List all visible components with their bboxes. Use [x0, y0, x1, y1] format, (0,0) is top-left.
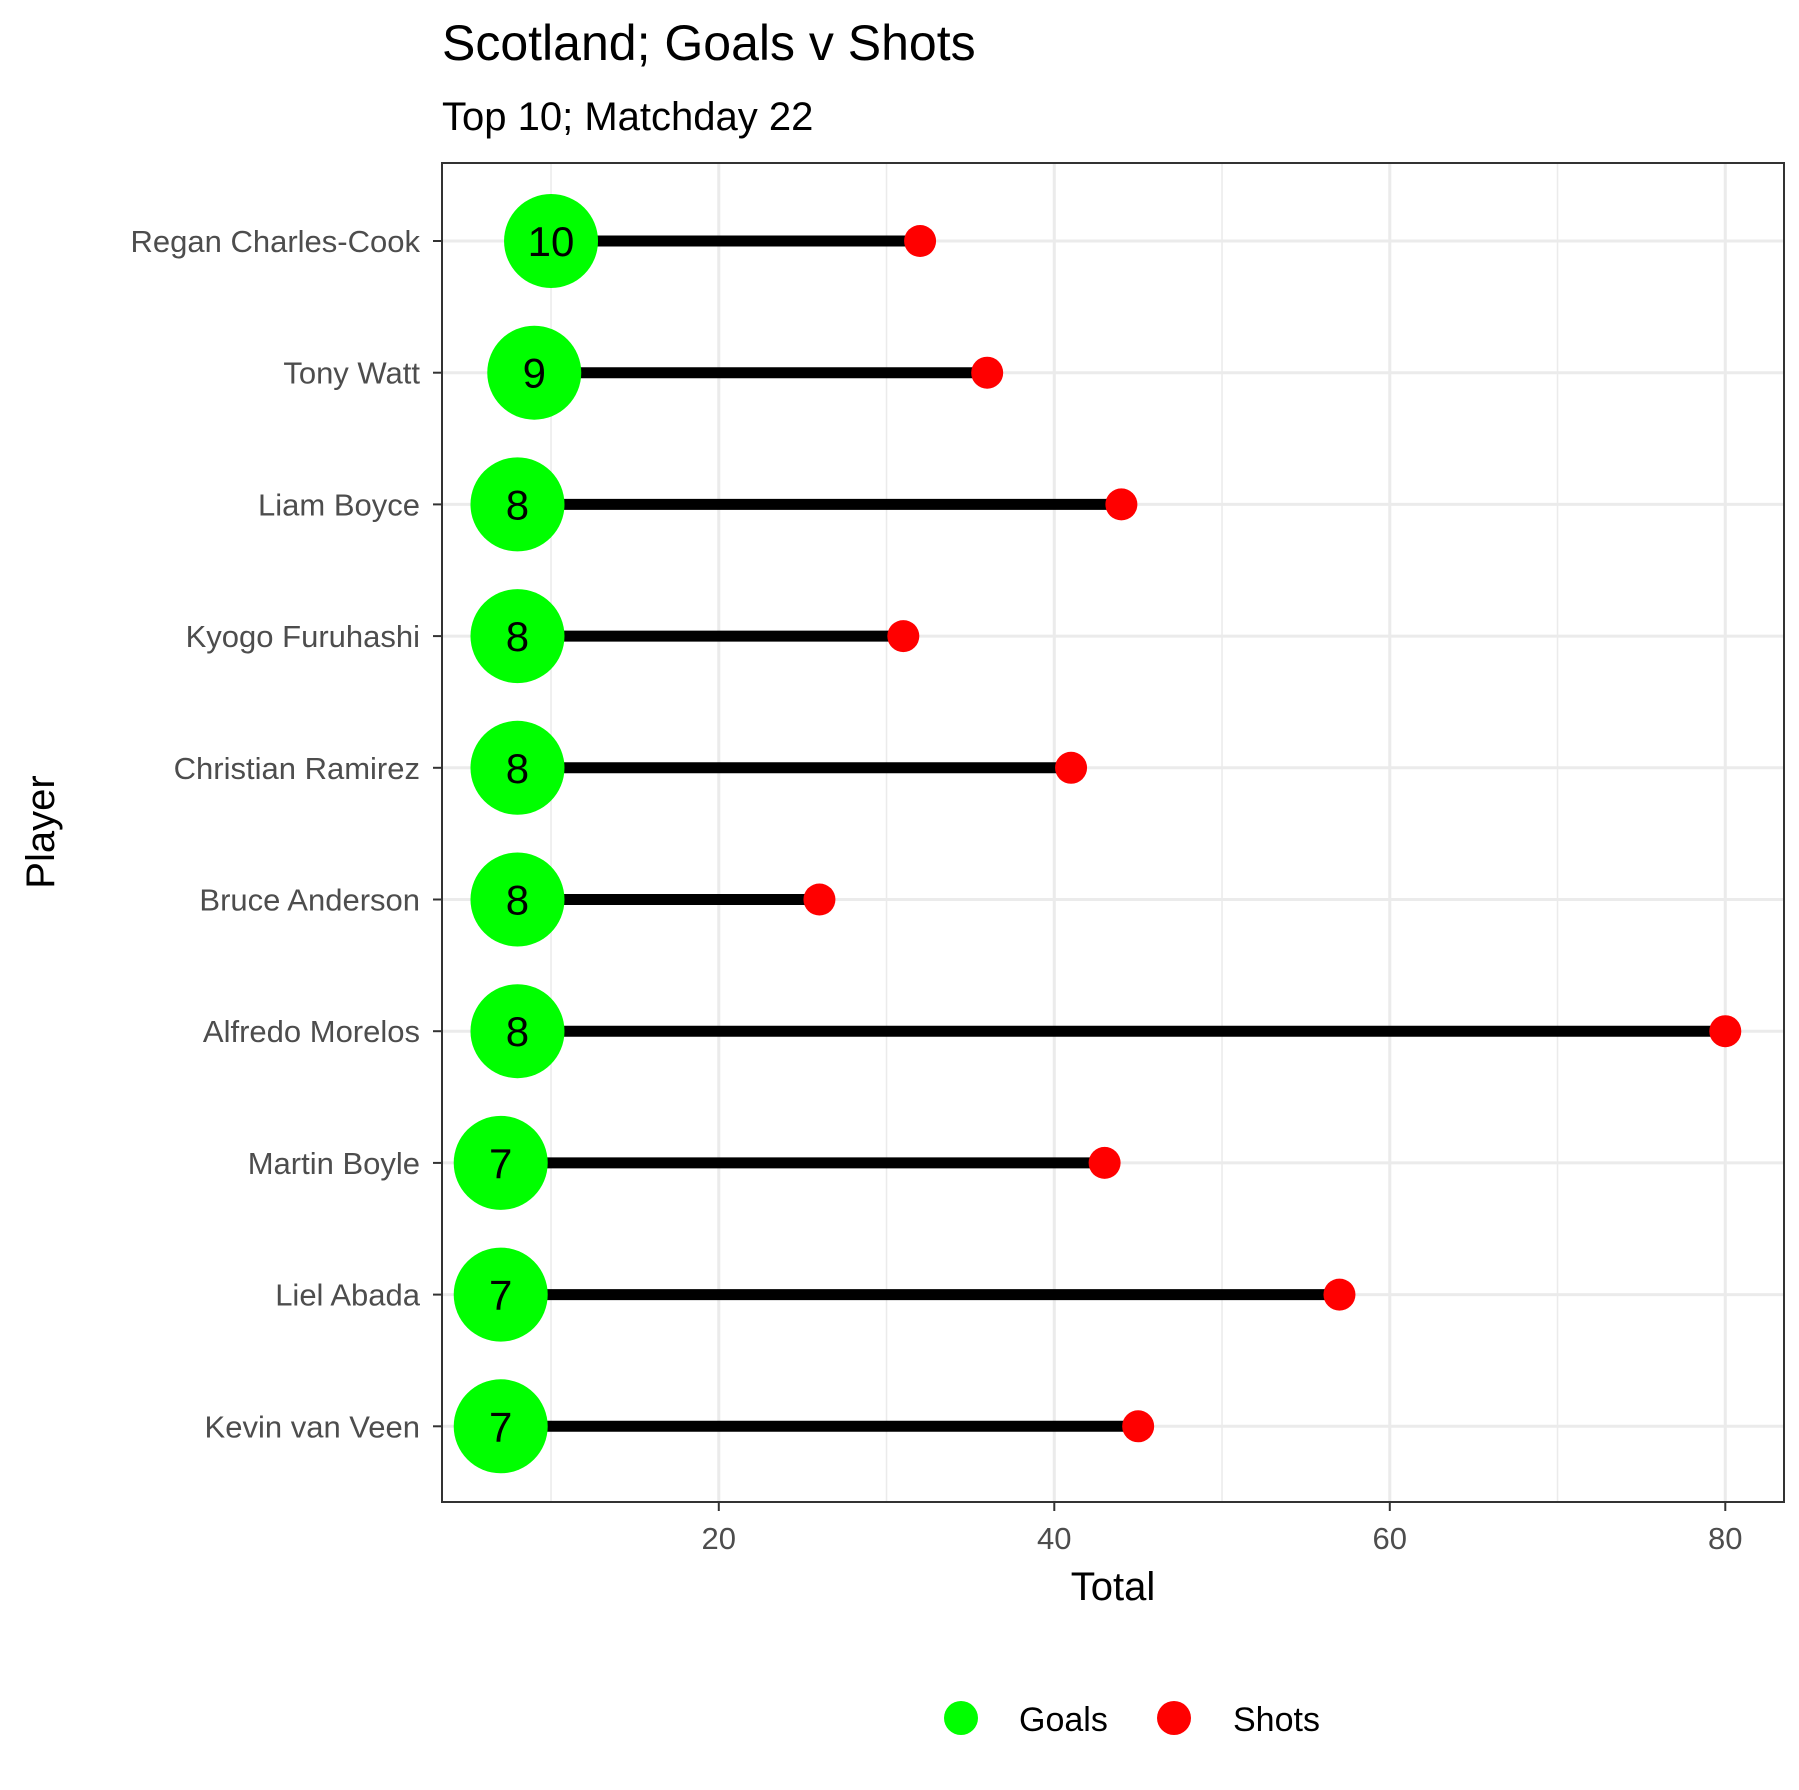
legend: Goals Shots — [944, 1701, 1320, 1739]
goal-point — [470, 457, 565, 552]
y-tick-label: Christian Ramirez — [174, 751, 420, 786]
shot-point — [887, 620, 920, 653]
goal-point — [453, 1379, 548, 1474]
x-tick-label: 60 — [1373, 1521, 1407, 1556]
x-tick-label: 80 — [1708, 1521, 1742, 1556]
x-tick-label: 40 — [1037, 1521, 1071, 1556]
shot-point — [803, 883, 836, 916]
shot-point — [1122, 1410, 1155, 1443]
shot-points — [803, 225, 1742, 1443]
y-tick-label: Tony Watt — [283, 356, 420, 391]
goal-point — [470, 720, 565, 815]
x-axis: 20 40 60 80 — [702, 1502, 1743, 1556]
goal-value-label: 8 — [506, 481, 529, 528]
chart-title: Scotland; Goals v Shots — [442, 15, 976, 71]
x-axis-title: Total — [1071, 1565, 1156, 1609]
y-tick-label: Alfredo Morelos — [203, 1014, 420, 1049]
goal-value-label: 7 — [489, 1272, 512, 1319]
shot-point — [1105, 488, 1138, 521]
goal-point — [470, 984, 565, 1079]
goal-value-label: 7 — [489, 1403, 512, 1450]
goal-value-label: 8 — [506, 613, 529, 660]
shot-point — [1088, 1146, 1121, 1179]
goal-point — [487, 325, 582, 420]
shot-point — [904, 225, 937, 257]
goal-value-label: 8 — [506, 877, 529, 924]
goal-value-label: 8 — [506, 745, 529, 792]
lollipop-segments — [500, 235, 1726, 1432]
y-axis-title: Player — [19, 775, 63, 888]
goal-point — [453, 1247, 548, 1342]
goal-value-label: 7 — [489, 1140, 512, 1187]
y-axis: Regan Charles-Cook Tony Watt Liam Boyce Kyo… — [131, 224, 442, 1444]
plot-panel — [442, 163, 1784, 1502]
shot-point — [971, 356, 1004, 389]
y-tick-label: Martin Boyle — [248, 1146, 420, 1181]
goal-point — [453, 1115, 548, 1210]
chart-subtitle: Top 10; Matchday 22 — [442, 95, 813, 139]
y-tick-label: Liam Boyce — [258, 487, 420, 522]
goal-point — [504, 194, 599, 288]
goal-point — [470, 852, 565, 947]
y-tick-label: Kyogo Furuhashi — [186, 619, 420, 654]
goal-points — [453, 194, 599, 1474]
major-gridlines-x — [717, 163, 1727, 1502]
shot-point — [1709, 1015, 1742, 1048]
goal-value-label: 9 — [523, 350, 546, 397]
plot-border — [441, 162, 1785, 1503]
y-tick-label: Regan Charles-Cook — [131, 224, 421, 259]
goal-point — [470, 589, 565, 684]
y-tick-label: Bruce Anderson — [199, 883, 420, 918]
goal-labels: 10 9 8 8 8 8 8 7 7 7 — [489, 218, 574, 1450]
goal-value-label: 8 — [506, 1008, 529, 1055]
goal-value-label: 10 — [528, 218, 575, 265]
y-tick-label: Kevin van Veen — [205, 1409, 420, 1444]
legend-label-goals: Goals — [1019, 1701, 1108, 1739]
legend-label-shots: Shots — [1233, 1701, 1320, 1739]
shot-point — [1323, 1278, 1356, 1311]
legend-key-goals — [944, 1701, 978, 1735]
legend-key-shots — [1157, 1701, 1191, 1735]
y-tick-label: Liel Abada — [275, 1278, 421, 1313]
shot-point — [1055, 751, 1088, 784]
x-tick-label: 20 — [702, 1521, 736, 1556]
